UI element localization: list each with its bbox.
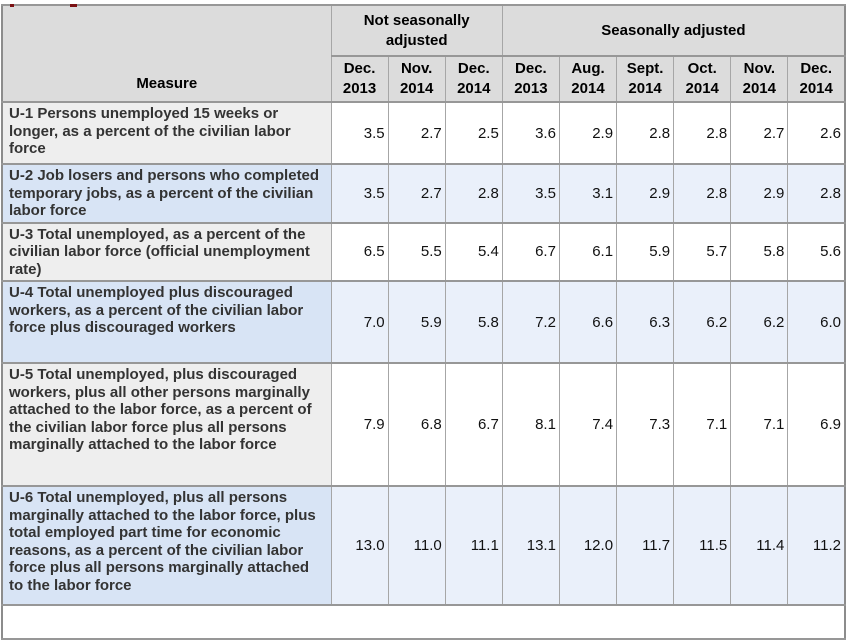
value-cell: 2.8: [444, 163, 503, 224]
value-cell: 11.7: [616, 485, 675, 606]
value-cell: 7.0: [330, 280, 389, 364]
value-cell: 6.6: [558, 280, 618, 364]
value-cell: 6.2: [730, 280, 789, 364]
measure-cell: U-6 Total unemployed, plus all persons m…: [1, 485, 332, 606]
clipped-heading-remnant: [10, 4, 14, 7]
value-cell: 2.8: [673, 163, 732, 224]
value-cell: 3.6: [501, 101, 560, 165]
measure-cell: U-4 Total unemployed plus discouraged wo…: [1, 280, 332, 364]
value-cell: 7.1: [673, 362, 732, 487]
value-cell: 2.8: [673, 101, 732, 165]
value-cell: 6.5: [330, 221, 389, 282]
measure-cell: U-2 Job losers and persons who completed…: [1, 163, 332, 224]
value-cell: 2.9: [730, 163, 789, 224]
value-cell: 5.5: [387, 221, 446, 282]
value-cell: 6.9: [787, 362, 846, 487]
month-header: Oct. 2014: [673, 55, 732, 103]
value-cell: 13.1: [501, 485, 560, 606]
month-header: Sept. 2014: [616, 55, 675, 103]
month-header: Dec. 2013: [330, 55, 389, 103]
value-cell: 5.8: [730, 221, 789, 282]
month-header: Dec. 2014: [787, 55, 846, 103]
table-row-u1: U-1 Persons unemployed 15 weeks or longe…: [1, 101, 846, 165]
table-row-u4: U-4 Total unemployed plus discouraged wo…: [1, 280, 846, 364]
value-cell: 2.9: [558, 101, 618, 165]
table-header: Measure Not seasonally adjusted Seasonal…: [1, 4, 846, 103]
value-cell: 11.0: [387, 485, 446, 606]
measure-cell: U-1 Persons unemployed 15 weeks or longe…: [1, 101, 332, 165]
value-cell: 2.8: [616, 101, 675, 165]
value-cell: 11.1: [444, 485, 503, 606]
value-cell: 11.2: [787, 485, 846, 606]
value-cell: 7.3: [616, 362, 675, 487]
value-cell: 2.7: [730, 101, 789, 165]
table-body: U-1 Persons unemployed 15 weeks or longe…: [1, 101, 846, 606]
labor-underutilization-table: Measure Not seasonally adjusted Seasonal…: [1, 4, 846, 640]
table-row-u3: U-3 Total unemployed, as a percent of th…: [1, 221, 846, 282]
value-cell: 3.5: [330, 163, 389, 224]
month-header: Nov. 2014: [730, 55, 789, 103]
table-row-u2: U-2 Job losers and persons who completed…: [1, 163, 846, 224]
table-row-u6: U-6 Total unemployed, plus all persons m…: [1, 485, 846, 606]
value-cell: 7.9: [330, 362, 389, 487]
value-cell: 7.2: [501, 280, 560, 364]
value-cell: 6.0: [787, 280, 846, 364]
month-header: Dec. 2013: [501, 55, 560, 103]
value-cell: 2.6: [787, 101, 846, 165]
month-header: Nov. 2014: [387, 55, 446, 103]
group-header-not-seasonally-adjusted: Not seasonally adjusted: [330, 4, 503, 57]
value-cell: 13.0: [330, 485, 389, 606]
clipped-heading-remnant: [70, 4, 77, 7]
clipped-partial-row: [1, 604, 846, 640]
value-cell: 5.9: [616, 221, 675, 282]
value-cell: 11.4: [730, 485, 789, 606]
value-cell: 2.7: [387, 101, 446, 165]
measure-cell: U-3 Total unemployed, as a percent of th…: [1, 221, 332, 282]
value-cell: 5.7: [673, 221, 732, 282]
value-cell: 5.8: [444, 280, 503, 364]
value-cell: 2.7: [387, 163, 446, 224]
value-cell: 5.6: [787, 221, 846, 282]
value-cell: 6.7: [444, 362, 503, 487]
value-cell: 6.3: [616, 280, 675, 364]
value-cell: 5.9: [387, 280, 446, 364]
value-cell: 2.9: [616, 163, 675, 224]
value-cell: 6.8: [387, 362, 446, 487]
value-cell: 6.7: [501, 221, 560, 282]
month-header: Aug. 2014: [558, 55, 618, 103]
value-cell: 6.1: [558, 221, 618, 282]
value-cell: 5.4: [444, 221, 503, 282]
measure-column-header: Measure: [1, 4, 332, 103]
value-cell: 11.5: [673, 485, 732, 606]
value-cell: 6.2: [673, 280, 732, 364]
page: { "page": { "clipped_heading_color": "#7…: [0, 4, 847, 640]
value-cell: 2.8: [787, 163, 846, 224]
value-cell: 3.5: [501, 163, 560, 224]
month-header-row: Dec. 2013 Nov. 2014 Dec. 2014 Dec. 2013 …: [2, 55, 846, 103]
month-header: Dec. 2014: [444, 55, 503, 103]
value-cell: 7.4: [558, 362, 618, 487]
value-cell: 2.5: [444, 101, 503, 165]
table-row-u5: U-5 Total unemployed, plus discouraged w…: [1, 362, 846, 487]
group-header-row: Measure Not seasonally adjusted Seasonal…: [1, 4, 846, 103]
value-cell: 7.1: [730, 362, 789, 487]
value-cell: 12.0: [558, 485, 618, 606]
value-cell: 3.5: [330, 101, 389, 165]
value-cell: 8.1: [501, 362, 560, 487]
table-footer-clipped: [1, 604, 846, 640]
value-cell: 3.1: [558, 163, 618, 224]
measure-cell: U-5 Total unemployed, plus discouraged w…: [1, 362, 332, 487]
group-header-seasonally-adjusted: Seasonally adjusted: [501, 4, 846, 57]
